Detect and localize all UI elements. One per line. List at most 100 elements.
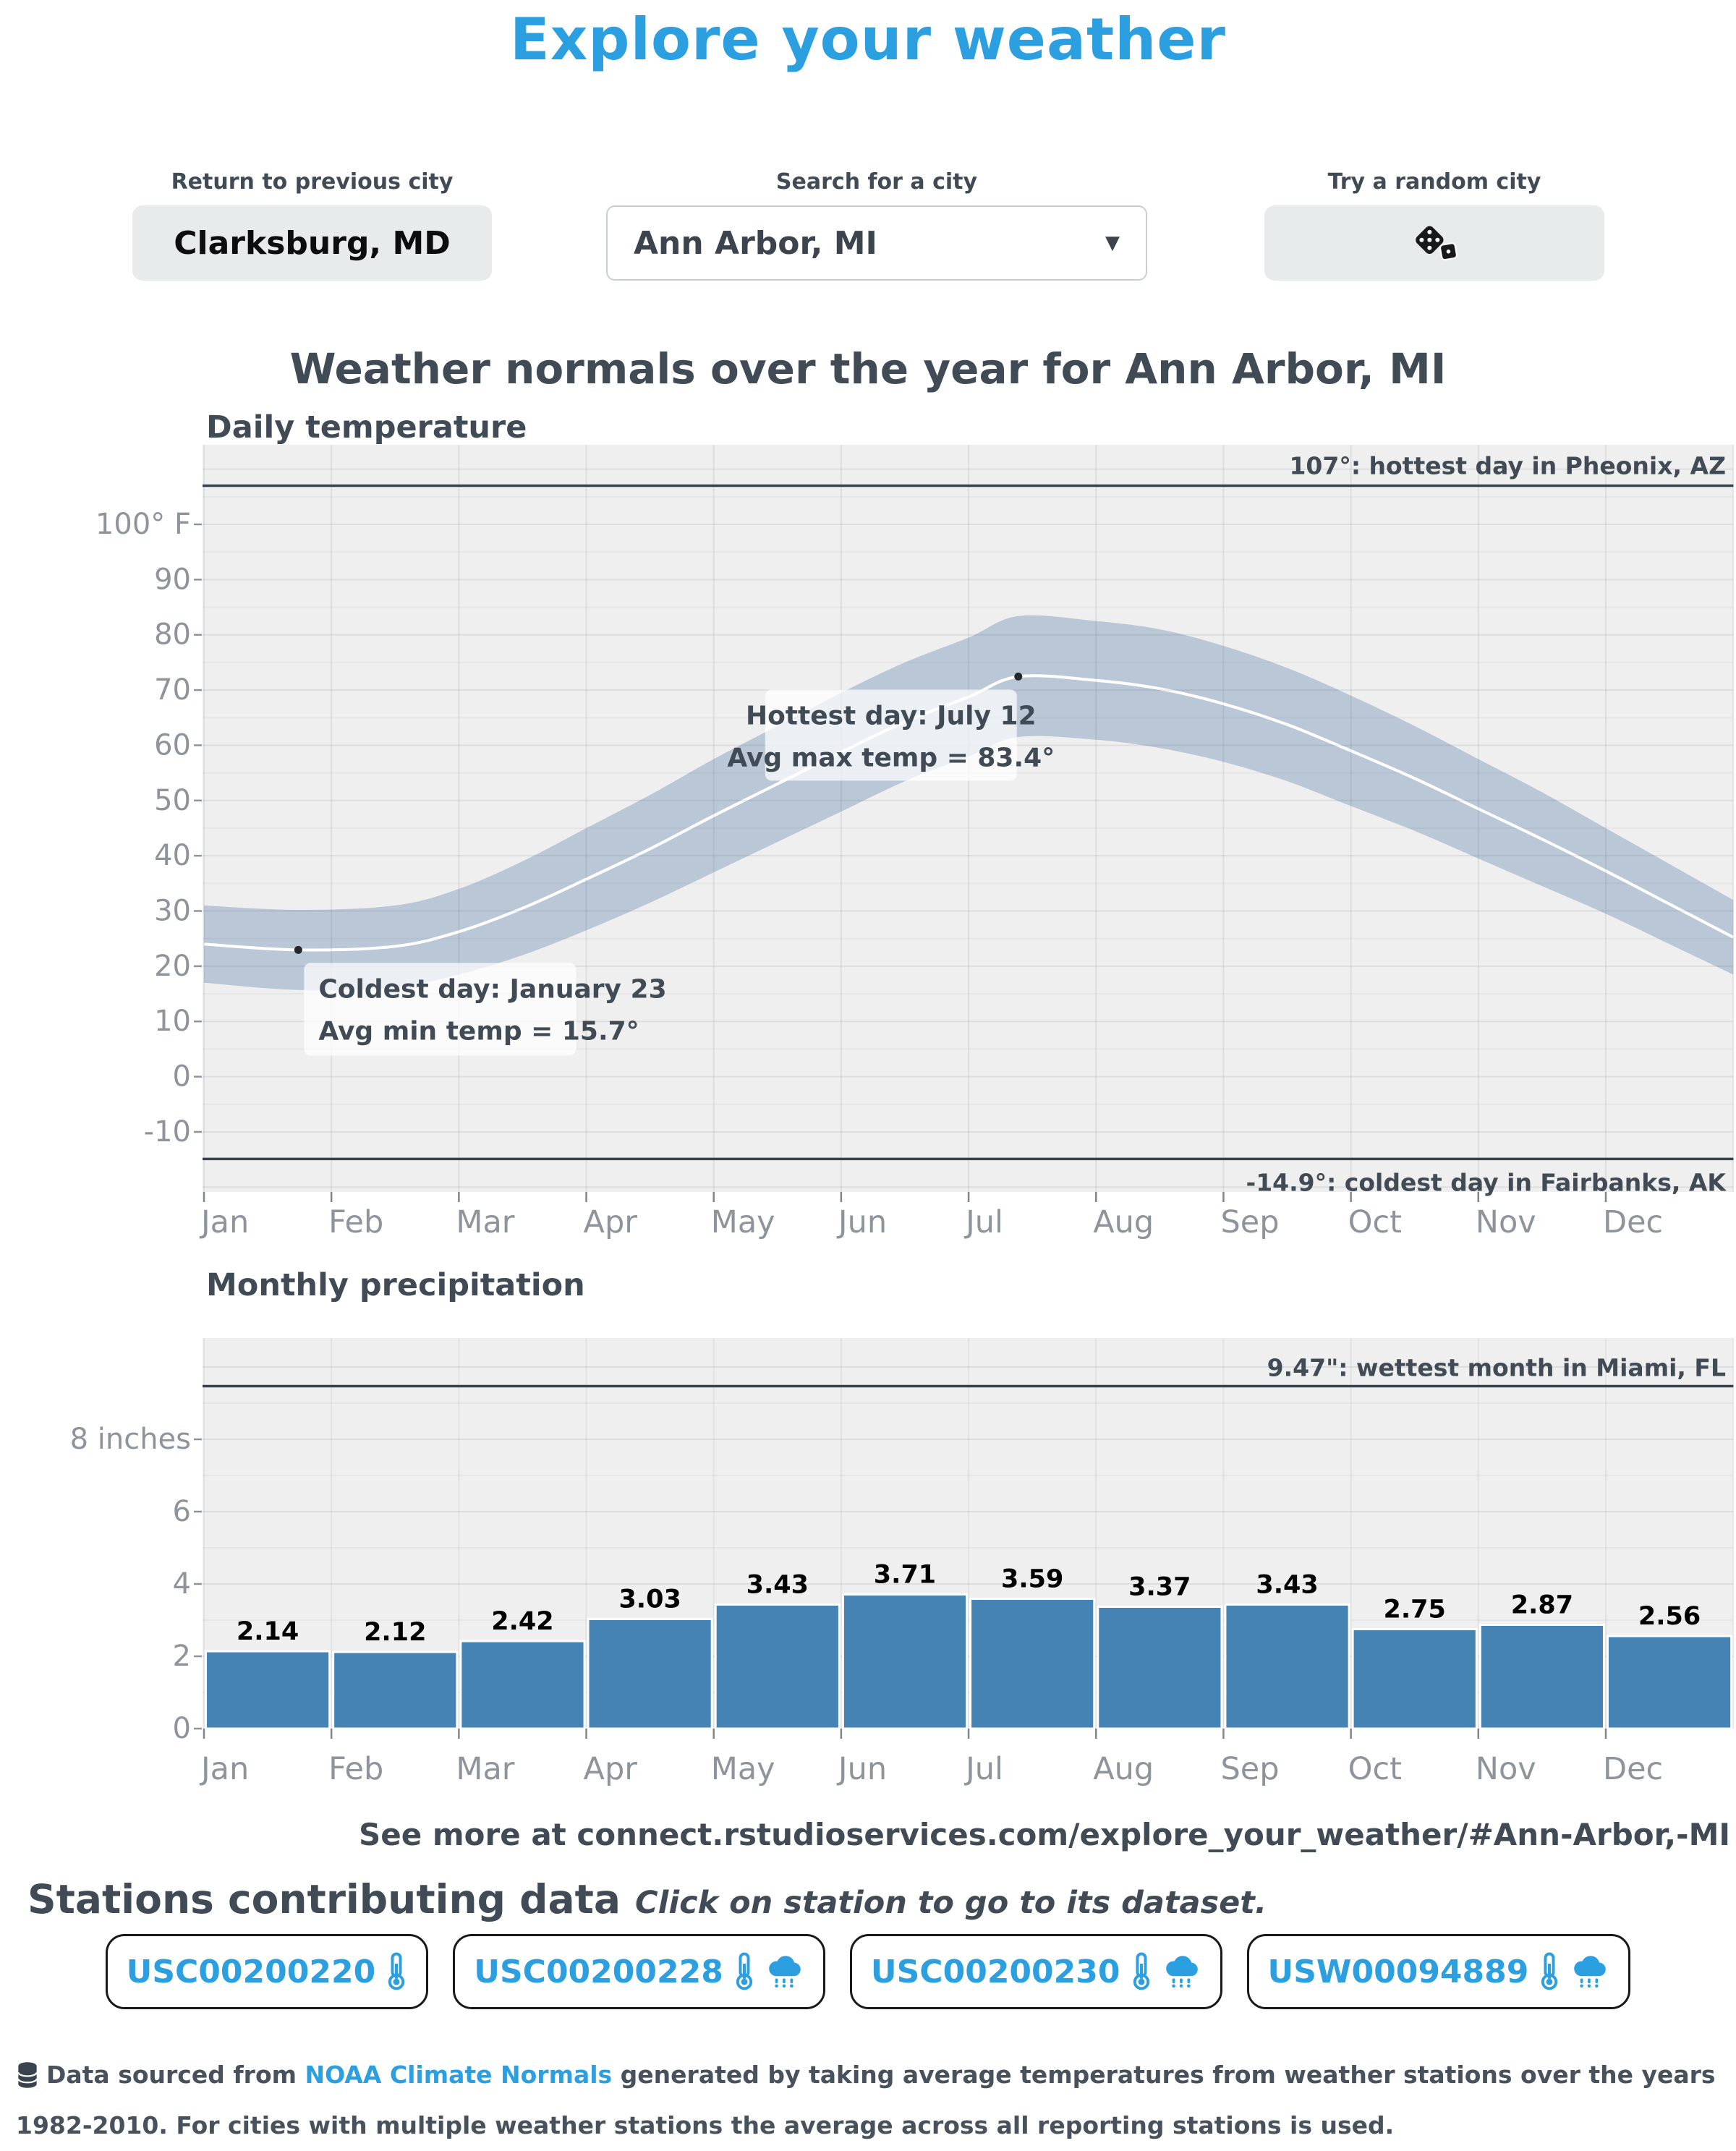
city-select[interactable]: Ann Arbor, MI ▼	[606, 205, 1147, 281]
previous-city-button[interactable]: Clarksburg, MD	[132, 205, 492, 281]
x-axis-month-label: Dec	[1603, 1751, 1663, 1787]
y-axis-tick-label: 20	[154, 950, 191, 983]
y-axis-tick-label: 4	[173, 1567, 191, 1601]
precip-bar-Jun	[841, 1593, 969, 1730]
precip-bar-Aug	[1097, 1606, 1223, 1730]
y-axis-tick-label: -10	[144, 1115, 191, 1149]
x-axis-month-label: Dec	[1603, 1204, 1663, 1240]
y-axis-tick-label: 80	[154, 618, 191, 652]
precip-bar-value: 3.37	[1128, 1573, 1191, 1602]
precip-bar-value: 3.43	[746, 1571, 809, 1600]
x-axis-month-label: Feb	[328, 1204, 383, 1240]
station-button-USC00200228[interactable]: USC00200228	[453, 1934, 825, 2009]
station-button-USW00094889[interactable]: USW00094889	[1246, 1934, 1631, 2009]
x-axis-month-label: Mar	[456, 1751, 514, 1787]
y-axis-tick-label: 8 inches	[70, 1423, 191, 1456]
footer-text-before-link: Data sourced from	[46, 2061, 305, 2089]
thermometer-icon	[1133, 1952, 1149, 1990]
precip-bar-value: 3.03	[618, 1585, 681, 1614]
thermometer-icon	[388, 1952, 405, 1990]
temp-range-ribbon	[204, 615, 1734, 991]
x-axis-month-label: Oct	[1348, 1204, 1402, 1240]
x-axis-month-label: Jan	[199, 1751, 249, 1787]
y-axis-tick-label: 0	[173, 1712, 191, 1745]
precip-bar-value: 3.71	[874, 1561, 936, 1590]
x-axis-month-label: Nov	[1476, 1204, 1536, 1240]
coldest-day-label: Coldest day: January 23	[318, 974, 666, 1004]
x-axis-month-label: Nov	[1476, 1751, 1536, 1787]
precip-bar-Apr	[587, 1618, 713, 1730]
x-axis-month-label: Jun	[836, 1204, 887, 1240]
station-id: USW00094889	[1267, 1953, 1529, 1990]
precip-bar-value: 2.42	[491, 1607, 553, 1636]
reference-line-label: -14.9°: coldest day in Fairbanks, AK	[1246, 1168, 1727, 1196]
x-axis-month-label: Mar	[456, 1204, 514, 1240]
precip-bar-Dec	[1606, 1635, 1733, 1730]
hottest-day-label-box	[765, 689, 1017, 781]
y-axis-tick-label: 90	[154, 563, 191, 596]
previous-city-label: Return to previous city	[171, 169, 454, 195]
coldest-day-label-box	[304, 963, 576, 1056]
precip-bar-value: 2.56	[1638, 1602, 1701, 1631]
x-axis-month-label: Jun	[836, 1751, 887, 1787]
dice-icon	[1408, 219, 1460, 267]
precipitation-chart-title: Monthly precipitation	[206, 1267, 585, 1303]
rain-icon	[1165, 1956, 1198, 1988]
reference-line-label: 9.47": wettest month in Miami, FL	[1267, 1354, 1726, 1382]
hottest-day-label: Avg max temp = 83.4°	[727, 743, 1055, 772]
chevron-down-icon: ▼	[1105, 232, 1120, 254]
precip-bar-Nov	[1478, 1624, 1605, 1730]
monthly-precipitation-chart: 9.47": wettest month in Miami, FL 2.14 2.1…	[70, 1338, 1735, 1787]
x-axis-month-label: Aug	[1093, 1204, 1154, 1240]
precip-bar-value: 2.75	[1384, 1596, 1446, 1624]
stations-heading: Stations contributing data	[27, 1876, 621, 1922]
precip-bar-value: 2.12	[364, 1618, 426, 1647]
x-axis-month-label: Oct	[1348, 1751, 1402, 1787]
random-city-label: Try a random city	[1327, 169, 1541, 195]
hottest-day-point	[1014, 672, 1023, 681]
y-axis-tick-label: 40	[154, 839, 191, 872]
rain-icon	[769, 1956, 801, 1988]
footer-note: Data sourced from NOAA Climate Normals g…	[16, 2050, 1716, 2151]
noaa-link[interactable]: NOAA Climate Normals	[305, 2061, 613, 2089]
y-axis-tick-label: 60	[154, 728, 191, 762]
page-title: Explore your weather	[510, 6, 1226, 73]
random-city-button[interactable]	[1264, 205, 1604, 281]
y-axis-tick-label: 100° F	[95, 508, 191, 541]
station-id: USC00200220	[126, 1953, 376, 1990]
precip-bar-Mar	[459, 1640, 586, 1730]
x-axis-month-label: Aug	[1093, 1751, 1154, 1787]
precip-bar-Sep	[1224, 1603, 1350, 1730]
x-axis-month-label: Sep	[1220, 1751, 1279, 1787]
y-axis-tick-label: 30	[154, 895, 191, 928]
temp-mean-line	[203, 674, 1735, 952]
x-axis-month-label: May	[711, 1751, 775, 1787]
x-axis-month-label: Jul	[963, 1204, 1003, 1240]
y-axis-tick-label: 10	[154, 1005, 191, 1038]
precip-bar-May	[714, 1603, 841, 1730]
daily-temperature-chart: 107°: hottest day in Pheonix, AZ -14.9°: …	[95, 445, 1735, 1240]
thermometer-icon	[1541, 1952, 1558, 1990]
x-axis-month-label: Jan	[199, 1204, 249, 1240]
precip-bar-Jul	[969, 1598, 1096, 1730]
hottest-day-label: Hottest day: July 12	[746, 701, 1037, 731]
coldest-day-point	[294, 945, 302, 954]
y-axis-tick-label: 2	[173, 1640, 191, 1673]
station-button-USC00200220[interactable]: USC00200220	[105, 1934, 429, 2009]
x-axis-month-label: Apr	[584, 1751, 638, 1787]
precip-bar-value: 3.59	[1001, 1565, 1063, 1594]
stations-section-header: Stations contributing data Click on stati…	[27, 1876, 1267, 1922]
city-select-value: Ann Arbor, MI	[634, 224, 877, 262]
x-axis-month-label: Feb	[328, 1751, 383, 1787]
stations-subheading: Click on station to go to its dataset.	[635, 1885, 1267, 1921]
precip-bar-value: 2.14	[237, 1617, 299, 1646]
precip-bar-value: 3.43	[1256, 1571, 1318, 1600]
station-id: USC00200230	[870, 1953, 1120, 1990]
y-axis-tick-label: 6	[173, 1495, 191, 1528]
temperature-chart-title: Daily temperature	[206, 409, 527, 446]
precip-bar-value: 2.87	[1511, 1591, 1573, 1620]
station-button-USC00200230[interactable]: USC00200230	[849, 1934, 1222, 2009]
database-icon	[16, 2061, 46, 2089]
see-more-caption: See more at connect.rstudioservices.com/…	[359, 1817, 1730, 1852]
x-axis-month-label: Apr	[584, 1204, 638, 1240]
